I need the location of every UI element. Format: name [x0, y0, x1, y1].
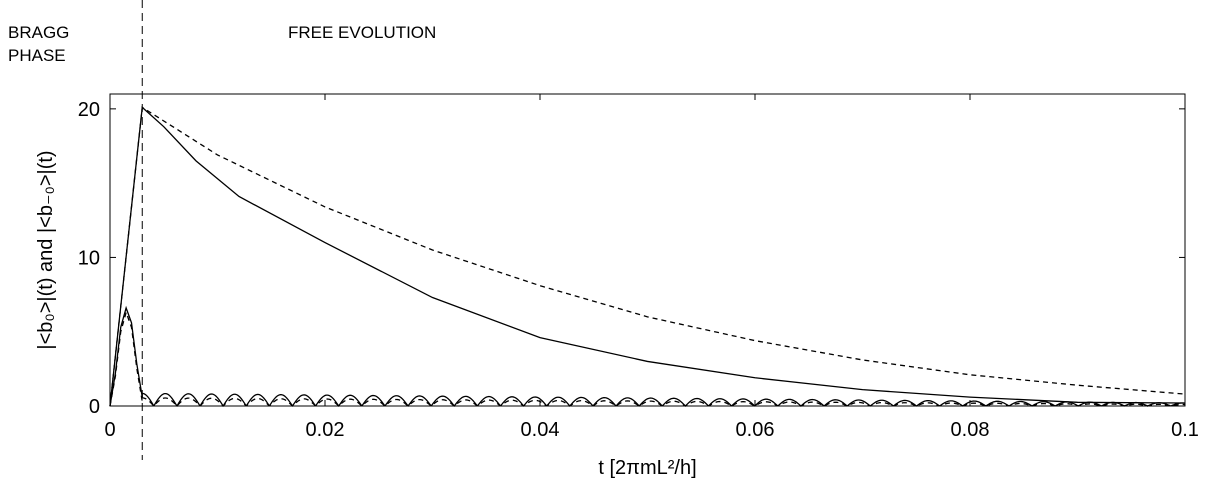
series-line-4: [109, 310, 1186, 407]
x-tick-label: 0.04: [521, 419, 560, 441]
free-evolution-label: FREE EVOLUTION: [288, 23, 437, 42]
series-line-1: [109, 106, 1186, 407]
ticks-layer: 0 0.02 0.04 0.06 0.08 0.1 0 10 20: [78, 94, 1199, 441]
y-axis-label: |<b₀>|(t) and |<b₋₀>|(t): [35, 150, 57, 349]
x-tick-label: 0.06: [736, 419, 775, 441]
y-tick-label: 10: [78, 247, 100, 269]
x-tick-label: 0.1: [1171, 419, 1199, 441]
series-line-2: [109, 106, 1186, 407]
plot-frame: [109, 93, 1186, 407]
y-tick-label: 0: [89, 396, 100, 418]
x-tick-label: 0: [104, 419, 115, 441]
series-layer: [109, 106, 1186, 408]
bragg-phase-label: BRAGG PHASE: [8, 23, 70, 65]
y-axis-label-group: |<b₀>|(t) and |<b₋₀>|(t): [35, 150, 57, 349]
series-line-3: [109, 305, 1186, 408]
x-axis-label: t [2πmL²/h]: [598, 457, 696, 479]
y-tick-label: 20: [78, 99, 100, 121]
x-tick-label: 0.08: [951, 419, 990, 441]
x-tick-label: 0.02: [306, 419, 345, 441]
